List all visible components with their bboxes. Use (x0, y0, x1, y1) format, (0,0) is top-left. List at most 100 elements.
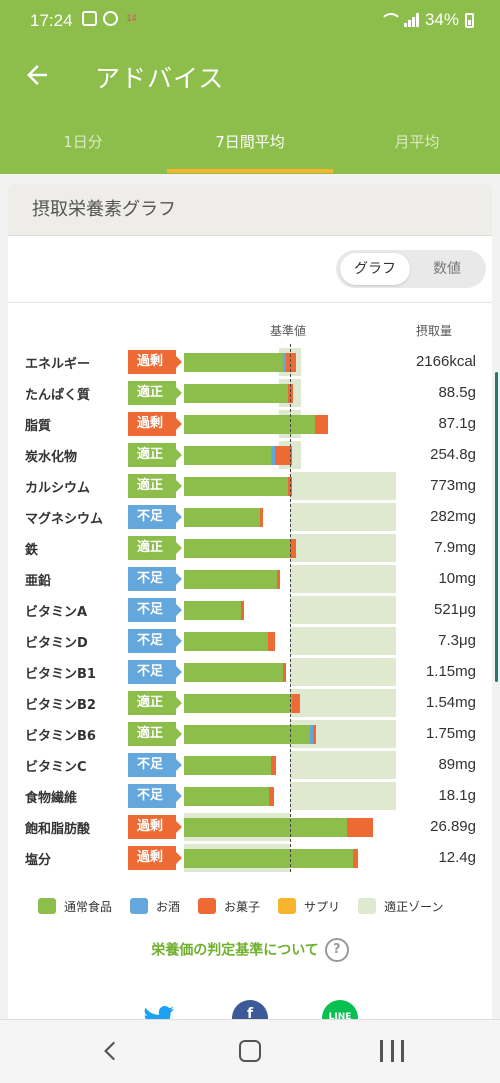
nav-recents-button[interactable] (380, 1040, 404, 1062)
status-bar: 17:24 14 34% (0, 0, 500, 40)
intake-bar (184, 384, 294, 403)
tab-7day-average[interactable]: 7日間平均 (215, 133, 285, 151)
normal-food-segment (184, 694, 293, 713)
nutrient-row: ビタミンB2 適正 1.54mg (8, 689, 492, 717)
intake-value: 10mg (438, 570, 476, 587)
nutrient-row: ビタミンB1 不足 1.15mg (8, 658, 492, 686)
nutrient-label: マグネシウム (25, 512, 104, 527)
status-badge: 適正 (128, 691, 182, 715)
back-button[interactable] (22, 60, 52, 90)
intake-bar (184, 446, 293, 465)
normal-food-segment (184, 787, 269, 806)
normal-food-segment (184, 849, 353, 868)
legend-item: お菓子 (198, 898, 260, 915)
intake-bar (184, 663, 286, 682)
intake-bar (184, 694, 300, 713)
adequate-zone (290, 751, 396, 779)
nutrient-row: 亜鉛 不足 10mg (8, 565, 492, 593)
adequate-zone (290, 472, 396, 500)
sweets-segment (290, 539, 297, 558)
adequate-zone (290, 596, 396, 624)
adequate-zone (290, 782, 396, 810)
nutrient-label: カルシウム (25, 481, 91, 496)
intake-value: 89mg (438, 756, 476, 773)
legend-item: 適正ゾーン (358, 898, 443, 915)
intake-bar (184, 353, 297, 372)
adequate-zone (290, 503, 396, 531)
intake-value: 2166kcal (415, 353, 476, 370)
intake-value: 1.15mg (425, 663, 476, 680)
legend-label: 適正ゾーン (384, 899, 444, 914)
adequate-zone (290, 689, 396, 717)
sweets-segment (285, 353, 297, 372)
status-badge: 不足 (128, 660, 182, 684)
status-badge: 適正 (128, 722, 182, 746)
legend-swatch (38, 898, 56, 914)
sweets-segment (260, 508, 264, 527)
status-right: 34% (379, 10, 474, 30)
status-badge: 不足 (128, 784, 182, 808)
nav-back-button[interactable] (98, 1038, 124, 1064)
sweets-segment (347, 818, 373, 837)
intake-value: 18.1g (438, 787, 476, 804)
tab-indicator (167, 169, 333, 173)
sweets-segment (277, 570, 281, 589)
sweets-segment (313, 725, 317, 744)
legend-item: サプリ (278, 898, 340, 915)
intake-bar (184, 787, 275, 806)
normal-food-segment (184, 415, 316, 434)
status-badge: 過剰 (128, 815, 182, 839)
toggle-numbers[interactable]: 数値 (433, 261, 461, 277)
scrollbar[interactable] (495, 372, 498, 682)
legend-item: お酒 (130, 898, 180, 915)
criteria-link[interactable]: 栄養価の判定基準について (151, 942, 319, 959)
legend-label: お菓子 (224, 899, 261, 914)
status-badge: 不足 (128, 598, 182, 622)
nutrient-row: ビタミンB6 適正 1.75mg (8, 720, 492, 748)
nutrient-label: ビタミンB1 (25, 667, 96, 682)
reference-line (290, 344, 291, 872)
status-badge: 過剰 (128, 846, 182, 870)
legend-swatch (130, 898, 149, 914)
alcohol-segment (310, 725, 314, 744)
intake-value: 88.5g (438, 384, 476, 401)
nav-home-button[interactable] (239, 1040, 261, 1062)
nutrient-label: ビタミンC (25, 760, 87, 775)
card-title: 摂取栄養素グラフ (8, 184, 492, 236)
legend-swatch (358, 898, 377, 914)
intake-value: 1.54mg (425, 694, 476, 711)
normal-food-segment (184, 818, 348, 837)
adequate-zone (290, 534, 396, 562)
intake-bar (184, 570, 281, 589)
nutrient-label: 炭水化物 (25, 450, 78, 465)
tab-monthly-average[interactable]: 月平均 (394, 133, 440, 151)
nutrient-row: ビタミンA 不足 521μg (8, 596, 492, 624)
normal-food-segment (184, 539, 290, 558)
tab-daily[interactable]: 1日分 (63, 133, 103, 151)
sweets-segment (292, 694, 300, 713)
intake-bar (184, 632, 276, 651)
sweets-segment (268, 787, 275, 806)
sweets-segment (270, 756, 277, 775)
intake-bar (184, 818, 373, 837)
sweets-segment (352, 849, 358, 868)
intake-header: 摂取量 (416, 324, 453, 338)
nutrient-row: 脂質 過剰 87.1g (8, 410, 492, 438)
wifi-icon (379, 13, 402, 27)
normal-food-segment (184, 663, 283, 682)
alcohol-segment (270, 446, 276, 465)
nutrient-label: ビタミンD (25, 636, 88, 651)
intake-bar (184, 539, 297, 558)
toggle-graph[interactable]: グラフ (340, 253, 410, 285)
intake-value: 7.3μg (438, 632, 476, 649)
intake-bar (184, 601, 245, 620)
nutrient-label: ビタミンB2 (25, 698, 96, 713)
legend-label: サプリ (304, 899, 341, 914)
arrow-left-icon (27, 65, 47, 85)
intake-value: 12.4g (438, 849, 476, 866)
status-badge: 不足 (128, 567, 182, 591)
legend-label: お酒 (156, 899, 181, 914)
nutrient-row: 食物繊維 不足 18.1g (8, 782, 492, 810)
intake-value: 254.8g (430, 446, 476, 463)
help-icon[interactable]: ? (324, 938, 349, 962)
